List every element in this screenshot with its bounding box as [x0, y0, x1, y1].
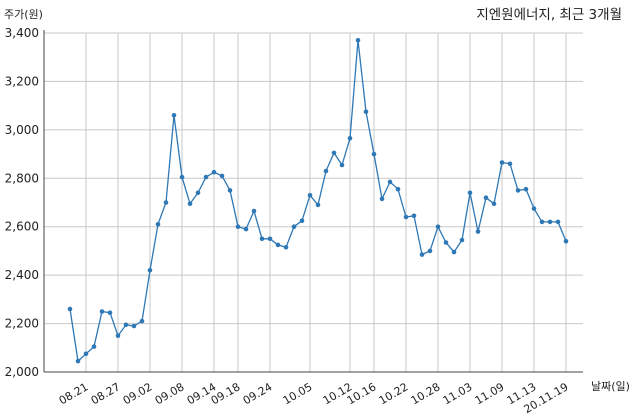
data-point	[323, 168, 329, 174]
data-point	[515, 188, 521, 193]
data-point	[147, 268, 153, 273]
y-tick-label: 2,800	[5, 171, 39, 185]
data-point	[235, 224, 241, 229]
data-point	[355, 38, 361, 43]
data-point	[371, 151, 377, 157]
data-point	[331, 150, 337, 156]
data-point	[155, 222, 161, 227]
x-tick-label: 09.02	[121, 380, 155, 407]
x-tick-label: 09.24	[241, 380, 275, 407]
data-point	[131, 323, 137, 329]
data-point	[523, 186, 529, 192]
data-point	[307, 192, 313, 198]
data-point	[547, 219, 553, 225]
data-point	[395, 186, 401, 192]
data-point	[379, 196, 385, 202]
data-point	[171, 113, 177, 118]
data-point	[435, 224, 441, 229]
x-tick-label: 09.08	[153, 380, 187, 407]
y-axis-label: 주가(원)	[4, 8, 43, 21]
data-point	[123, 322, 129, 328]
data-point	[555, 219, 561, 225]
price-line	[69, 40, 567, 363]
data-point	[251, 208, 257, 214]
data-point	[267, 236, 273, 242]
x-tick-label: 11.03	[441, 380, 475, 407]
data-point	[315, 202, 321, 208]
data-point	[67, 306, 73, 312]
data-point	[483, 195, 489, 200]
data-point	[499, 160, 505, 165]
data-point	[563, 238, 569, 244]
data-point	[195, 190, 201, 196]
data-point	[363, 109, 369, 114]
data-point	[467, 190, 473, 196]
y-tick-labels: 2,000 2,200 2,400 2,600 2,800 3,000 3,200 3,400	[5, 26, 39, 379]
x-tick-label: 10.22	[377, 380, 411, 407]
axes	[43, 30, 583, 373]
data-point	[299, 218, 305, 223]
data-point	[219, 173, 225, 179]
x-tick-label: 11.09	[473, 380, 507, 407]
data-point	[419, 252, 425, 257]
data-point	[403, 214, 409, 220]
data-point	[179, 174, 185, 180]
data-point	[411, 213, 417, 219]
data-point	[203, 174, 209, 180]
data-point	[443, 240, 449, 245]
y-tick-label: 2,600	[5, 220, 39, 234]
y-tick-label: 2,000	[5, 365, 39, 379]
data-point	[283, 245, 289, 250]
data-point	[459, 237, 465, 243]
data-point	[475, 229, 481, 234]
data-point	[99, 309, 105, 314]
data-point	[427, 248, 433, 254]
data-points	[67, 38, 569, 364]
data-point	[387, 179, 393, 185]
data-point	[491, 201, 497, 206]
data-point	[163, 200, 169, 205]
y-tick-label: 3,400	[5, 26, 39, 40]
data-point	[243, 226, 249, 232]
data-point	[339, 162, 345, 168]
y-tick-label: 3,000	[5, 123, 39, 137]
x-tick-label: 10.05	[281, 380, 315, 407]
chart-title: 지엔원에너지, 최근 3개월	[476, 7, 622, 23]
data-point	[291, 224, 297, 229]
data-point	[227, 188, 233, 193]
y-tick-label: 3,200	[5, 74, 39, 88]
x-tick-label: 08.27	[89, 380, 123, 407]
data-point	[83, 351, 89, 357]
x-axis-label: 날짜(일)	[591, 380, 630, 393]
data-point	[75, 358, 81, 364]
grid-lines	[44, 32, 583, 373]
data-point	[347, 136, 353, 141]
x-tick-label: 10.28	[409, 380, 443, 407]
y-tick-label: 2,400	[5, 268, 39, 282]
data-point	[115, 333, 121, 339]
y-tick-label: 2,200	[5, 317, 39, 331]
data-point	[259, 236, 265, 242]
data-point	[275, 242, 281, 248]
data-point	[139, 318, 145, 324]
data-point	[107, 310, 113, 316]
data-point	[539, 219, 545, 225]
data-point	[187, 201, 193, 206]
data-point	[531, 206, 537, 211]
data-point	[91, 344, 97, 349]
data-point	[211, 169, 217, 175]
data-point	[451, 249, 457, 255]
x-tick-label: 08.21	[57, 380, 91, 407]
data-point	[507, 161, 513, 167]
